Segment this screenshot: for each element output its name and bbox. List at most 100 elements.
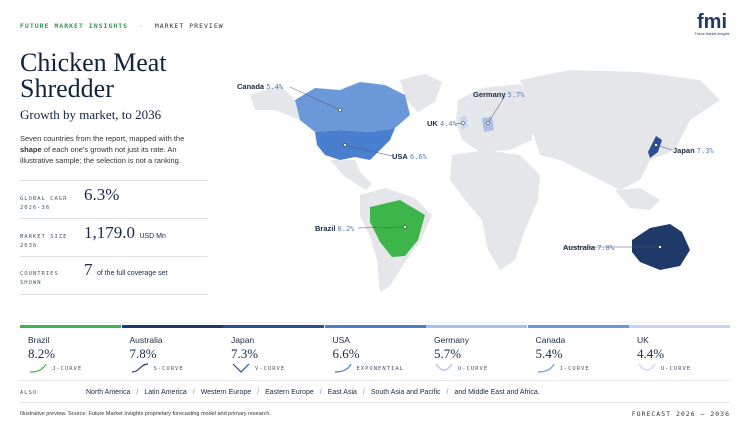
- divider: [20, 256, 208, 257]
- text: Seven countries from the report, mapped …: [20, 134, 185, 143]
- divider: [20, 402, 730, 403]
- curve-path: [131, 363, 148, 373]
- subtitle: Growth by market, to 2036: [20, 107, 162, 122]
- stat-value-group: 1,179.0 USD Mn: [84, 223, 166, 243]
- stat-value: 7: [84, 260, 93, 279]
- curve-icon: [232, 363, 250, 373]
- divider: [20, 218, 208, 219]
- card-value: 7.3%: [231, 346, 259, 361]
- market-card: Germany 5.7% U-CURVE: [426, 325, 527, 378]
- description: Seven countries from the report, mapped …: [20, 133, 205, 166]
- map-label: Germany 5.7%: [473, 90, 524, 99]
- leaders: [289, 86, 673, 248]
- separator: /: [362, 389, 365, 396]
- region: and Middle East and Africa.: [454, 389, 540, 396]
- curve-path: [537, 363, 555, 373]
- brazil-shape: [370, 200, 425, 257]
- market-card: USA 6.6% EXPONENTIAL: [324, 325, 426, 378]
- stat-note: of the full coverage set: [96, 270, 168, 277]
- divider: [20, 180, 208, 181]
- brand: FUTURE MARKET INSIGHTS: [20, 22, 129, 30]
- card-value: 5.4%: [535, 346, 563, 361]
- card-value: 4.4%: [637, 346, 665, 361]
- separator: /: [446, 389, 449, 396]
- country-name: Japan: [673, 146, 695, 155]
- region: Eastern Europe: [265, 389, 314, 396]
- country-value: 7.8%: [597, 244, 615, 252]
- region: South Asia and Pacific: [370, 389, 441, 396]
- curve-icon: [131, 363, 148, 373]
- curve-path: [334, 363, 352, 373]
- map-label: Canada 5.4%: [237, 82, 283, 91]
- country-value: 5.4%: [266, 83, 284, 91]
- curve-path: [29, 363, 47, 373]
- card-curve: J-CURVE: [559, 366, 590, 372]
- central-america: [330, 160, 372, 190]
- curve-icon: [638, 363, 656, 371]
- strip-top: [20, 322, 730, 323]
- market-card: Canada 5.4% J-CURVE: [527, 325, 629, 378]
- city-dots: [338, 108, 662, 249]
- card-curve: J-CURVE: [52, 366, 83, 372]
- divider: [20, 380, 730, 381]
- usa-shape: [315, 128, 395, 160]
- curve-path: [638, 363, 656, 371]
- europe: [456, 84, 535, 152]
- card-value: 5.7%: [434, 346, 462, 361]
- card-value: 7.8%: [129, 346, 157, 361]
- card-name: Canada: [535, 335, 566, 345]
- country-value: 6.6%: [409, 153, 427, 161]
- curve-icon: [435, 363, 453, 371]
- asia: [520, 70, 720, 190]
- market-card: UK 4.4% U-CURVE: [629, 325, 730, 378]
- card-name: Japan: [231, 335, 255, 345]
- curve-icon: [537, 363, 555, 373]
- card-value: 8.2%: [28, 346, 56, 361]
- text: of each one's growth not just its rate. …: [20, 145, 181, 165]
- curve-path: [232, 363, 250, 373]
- title: Chicken Meat Shredder: [20, 48, 167, 103]
- stat-value-group: 7 of the full coverage set: [84, 260, 167, 280]
- market-card: Japan 7.3% V-CURVE: [223, 325, 324, 378]
- logo-mark: fmi: [697, 11, 727, 33]
- card-curve: U-CURVE: [661, 366, 692, 372]
- card-name: Australia: [129, 335, 163, 345]
- country-name: Canada: [237, 82, 265, 91]
- curve-path: [435, 363, 453, 371]
- map-label: Japan 7.3%: [673, 146, 714, 155]
- map-label: Brazil 8.2%: [315, 224, 354, 233]
- logo: fmi Future Market Insights: [690, 12, 734, 36]
- footer-source: Illustrative preview. Source: Future Mar…: [20, 411, 271, 417]
- separator: /: [319, 389, 322, 396]
- curve-icon: [29, 363, 47, 373]
- separator: /: [136, 389, 139, 396]
- world-map: [250, 70, 720, 292]
- card-curve: EXPONENTIAL: [356, 366, 404, 372]
- southeast-asia: [615, 188, 660, 210]
- stat-value: 6.3%: [84, 185, 120, 204]
- separator: ·: [139, 22, 144, 30]
- country-name: UK: [427, 119, 438, 128]
- section: MARKET PREVIEW: [154, 22, 224, 30]
- stat-label: MARKET SIZE 2036: [20, 234, 68, 249]
- card-curve: U-CURVE: [458, 366, 489, 372]
- map-label: UK 4.4%: [427, 119, 457, 128]
- also-label: ALSO: [20, 390, 38, 396]
- header: FUTURE MARKET INSIGHTS · MARKET PREVIEW: [20, 22, 224, 30]
- separator: /: [192, 389, 195, 396]
- region: Western Europe: [200, 389, 252, 396]
- stat-label: GLOBAL CAGR 2026-36: [20, 196, 68, 211]
- stat-unit: USD Mn: [139, 233, 166, 240]
- logo-caption: Future Market Insights: [694, 32, 730, 36]
- country-name: Germany: [473, 90, 506, 99]
- also-list: North America / Latin America / Western Euro…: [86, 389, 540, 396]
- canada-shape: [295, 82, 410, 132]
- divider: [20, 294, 208, 295]
- separator: /: [257, 389, 260, 396]
- map-label: Australia 7.8%: [563, 243, 614, 252]
- africa: [450, 150, 540, 270]
- country-name: USA: [392, 152, 408, 161]
- card-name: Brazil: [28, 335, 50, 345]
- alaska: [250, 85, 300, 120]
